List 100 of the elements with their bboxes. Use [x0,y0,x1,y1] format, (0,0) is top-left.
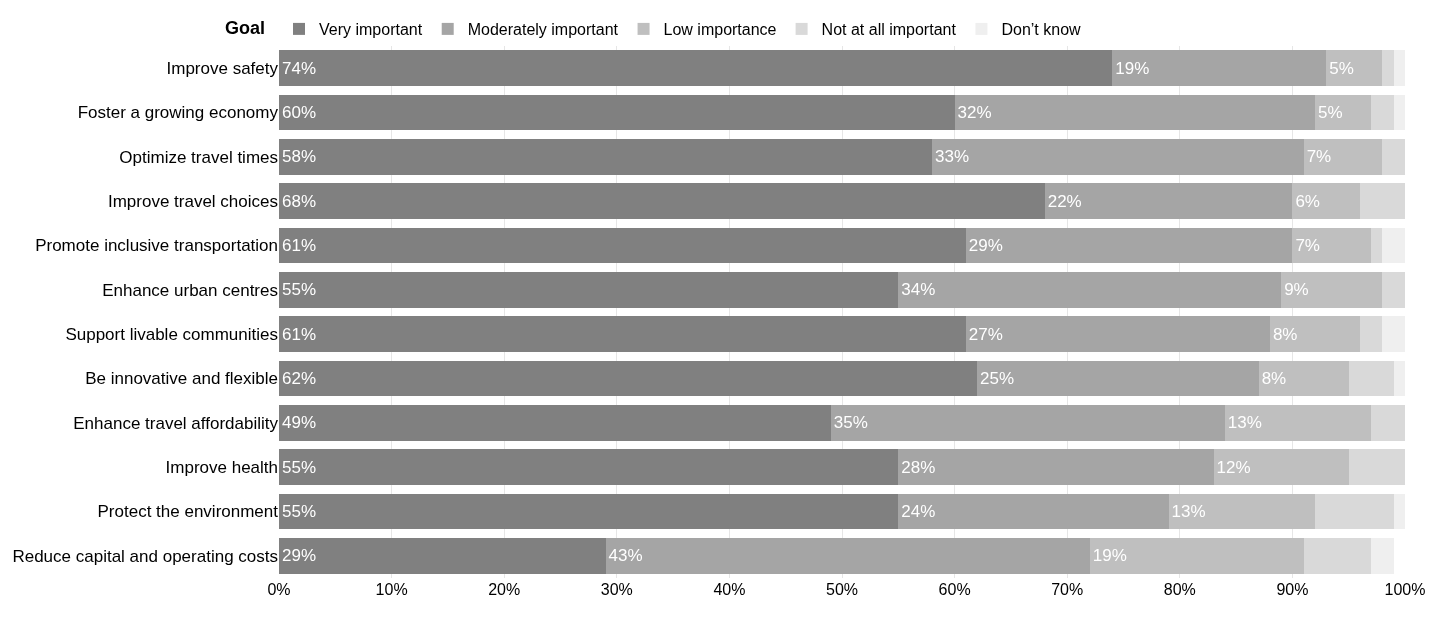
x-tick-label: 30% [600,581,633,598]
bar [1292,227,1372,264]
x-tick-label: 90% [1276,581,1309,598]
data-label: 13% [1227,413,1262,433]
data-label: 32% [957,103,992,122]
bar [932,139,1304,175]
y-tick-label: Enhance travel affordability [73,413,279,433]
data-label: 5% [1317,103,1343,122]
legend-label: Don’t know [1001,21,1082,39]
bar [1168,493,1315,530]
legend-label: Not at all important [821,21,957,39]
bar [279,449,899,485]
bar [1382,316,1405,352]
bar [279,405,831,441]
bar [830,405,1225,441]
data-label: 22% [1047,191,1082,211]
data-label: 33% [935,147,970,167]
bar [1089,538,1304,574]
data-label: 68% [282,191,317,211]
bar [1371,227,1383,264]
bar [279,50,1113,86]
legend-label: Low importance [663,21,777,39]
bar [1382,227,1405,264]
bar [1371,94,1394,131]
bar [1393,50,1405,86]
x-tick-label: 70% [1051,581,1084,598]
bar [605,538,1090,574]
bar [279,360,978,397]
data-label: 7% [1295,236,1320,255]
data-label: 35% [833,413,868,433]
data-label: 19% [1092,546,1127,566]
data-label: 55% [282,502,317,521]
bar [1213,449,1349,485]
x-tick-label: 60% [938,581,971,598]
bar [1348,449,1405,485]
data-label: 19% [1115,58,1150,78]
data-label: 74% [282,58,317,78]
bar [1269,316,1360,352]
bar [898,272,1282,308]
bar [1382,50,1394,86]
bar [965,316,1270,352]
bar [279,538,606,574]
data-label: 8% [1261,369,1287,388]
x-tick-label: 40% [713,581,746,598]
y-tick-label: Improve health [165,458,278,478]
y-tick-label: Optimize travel times [119,147,278,167]
legend-label: Moderately important [467,21,619,39]
bar [1393,94,1405,131]
bar [1348,360,1394,397]
data-label: 29% [282,546,317,566]
bar [279,272,899,308]
data-label: 6% [1295,191,1320,211]
y-tick-label: Be innovative and flexible [85,369,278,389]
x-tick-label: 20% [488,581,521,598]
x-tick-label: 80% [1163,581,1196,598]
y-tick-label: Improve travel choices [107,192,278,212]
y-tick-label: Promote inclusive transportation [35,236,278,256]
x-tick-label: 50% [825,581,859,598]
x-tick-label: 100% [1384,581,1426,598]
y-tick-label: Foster a growing economy [77,103,279,123]
data-label: 27% [968,324,1003,344]
data-label: 7% [1306,147,1332,167]
bar [1303,538,1372,574]
data-label: 13% [1171,502,1206,521]
bar [1314,94,1372,131]
bar [279,139,933,175]
bar [1393,493,1405,530]
data-label: 43% [608,546,643,566]
y-tick-label: Protect the environment [97,502,279,522]
data-label: 29% [968,236,1003,255]
data-label: 55% [282,457,317,477]
bar [898,449,1214,485]
data-label: 58% [282,147,317,167]
y-axis-title: Goal [225,18,266,38]
data-label: 24% [901,502,936,521]
y-tick-label: Improve safety [166,59,279,79]
bar [1371,538,1394,574]
bar [1224,405,1372,441]
bar [954,94,1315,131]
bar [1292,183,1360,219]
y-tick-label: Reduce capital and operating costs [12,546,278,566]
bar [1326,50,1383,86]
data-label: 25% [980,369,1015,388]
bar [1258,360,1349,397]
bar [898,493,1169,530]
legend-label: Very important [319,21,423,39]
bar [279,183,1045,219]
bar [1382,139,1405,175]
bar [279,316,966,352]
bar [1359,316,1383,352]
bar [1044,183,1293,219]
data-label: 60% [282,103,317,122]
data-label: 8% [1272,324,1298,344]
bar [279,94,955,131]
x-tick-label: 0% [267,581,291,598]
data-label: 28% [901,457,936,477]
data-label: 9% [1284,280,1309,300]
bar [1314,493,1394,530]
x-tick-label: 10% [375,581,408,598]
data-label: 61% [282,324,317,344]
